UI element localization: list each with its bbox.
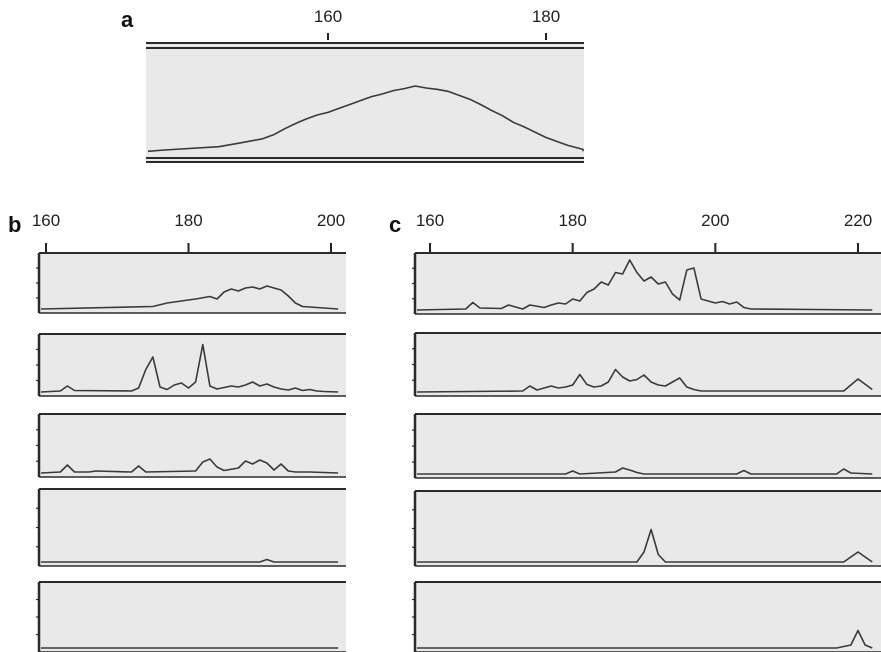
signal-trace <box>40 343 339 393</box>
trace-box <box>36 333 346 397</box>
signal-trace <box>40 285 339 310</box>
trace-box <box>36 488 346 567</box>
trace-box <box>36 252 346 314</box>
trace-box <box>36 413 346 478</box>
panel-letter-a: a <box>121 7 134 32</box>
trace-box <box>412 252 881 315</box>
trace-background <box>39 582 346 652</box>
x-tick-label: 160 <box>314 7 342 26</box>
trace-box <box>412 490 881 567</box>
trace-background <box>39 489 346 566</box>
x-tick-label: 180 <box>174 211 202 230</box>
trace-background <box>39 334 346 396</box>
panel-a: a 160 180 <box>121 7 584 163</box>
x-tick-label: 180 <box>532 7 560 26</box>
trace-background <box>146 43 584 162</box>
x-tick-label: 200 <box>317 211 345 230</box>
trace-background <box>415 253 881 314</box>
trace-background <box>39 253 346 313</box>
x-tick-label: 220 <box>844 211 872 230</box>
trace-box <box>36 581 346 652</box>
panel-c: c 160 180 200 220 <box>389 211 881 652</box>
trace-background <box>415 491 881 566</box>
panel-letter-b: b <box>8 212 21 237</box>
trace-box <box>412 413 881 479</box>
trace-background <box>415 333 881 396</box>
signal-trace <box>40 458 339 474</box>
signal-trace <box>147 85 584 153</box>
trace-box <box>412 581 881 652</box>
signal-trace <box>417 629 873 649</box>
panel-b: b 160 180 200 <box>8 211 346 652</box>
panel-letter-c: c <box>389 212 401 237</box>
x-tick-label: 160 <box>416 211 444 230</box>
signal-trace <box>416 259 873 311</box>
signal-trace <box>416 368 873 393</box>
signal-trace <box>417 528 873 563</box>
x-tick-label: 200 <box>701 211 729 230</box>
x-tick-label: 180 <box>558 211 586 230</box>
trace-box <box>412 332 881 397</box>
trace-background <box>39 414 346 477</box>
trace-box <box>146 42 584 163</box>
trace-background <box>415 414 881 478</box>
x-tick-label: 160 <box>32 211 60 230</box>
trace-background <box>415 582 881 652</box>
signal-trace <box>417 467 873 475</box>
signal-trace <box>41 558 339 563</box>
